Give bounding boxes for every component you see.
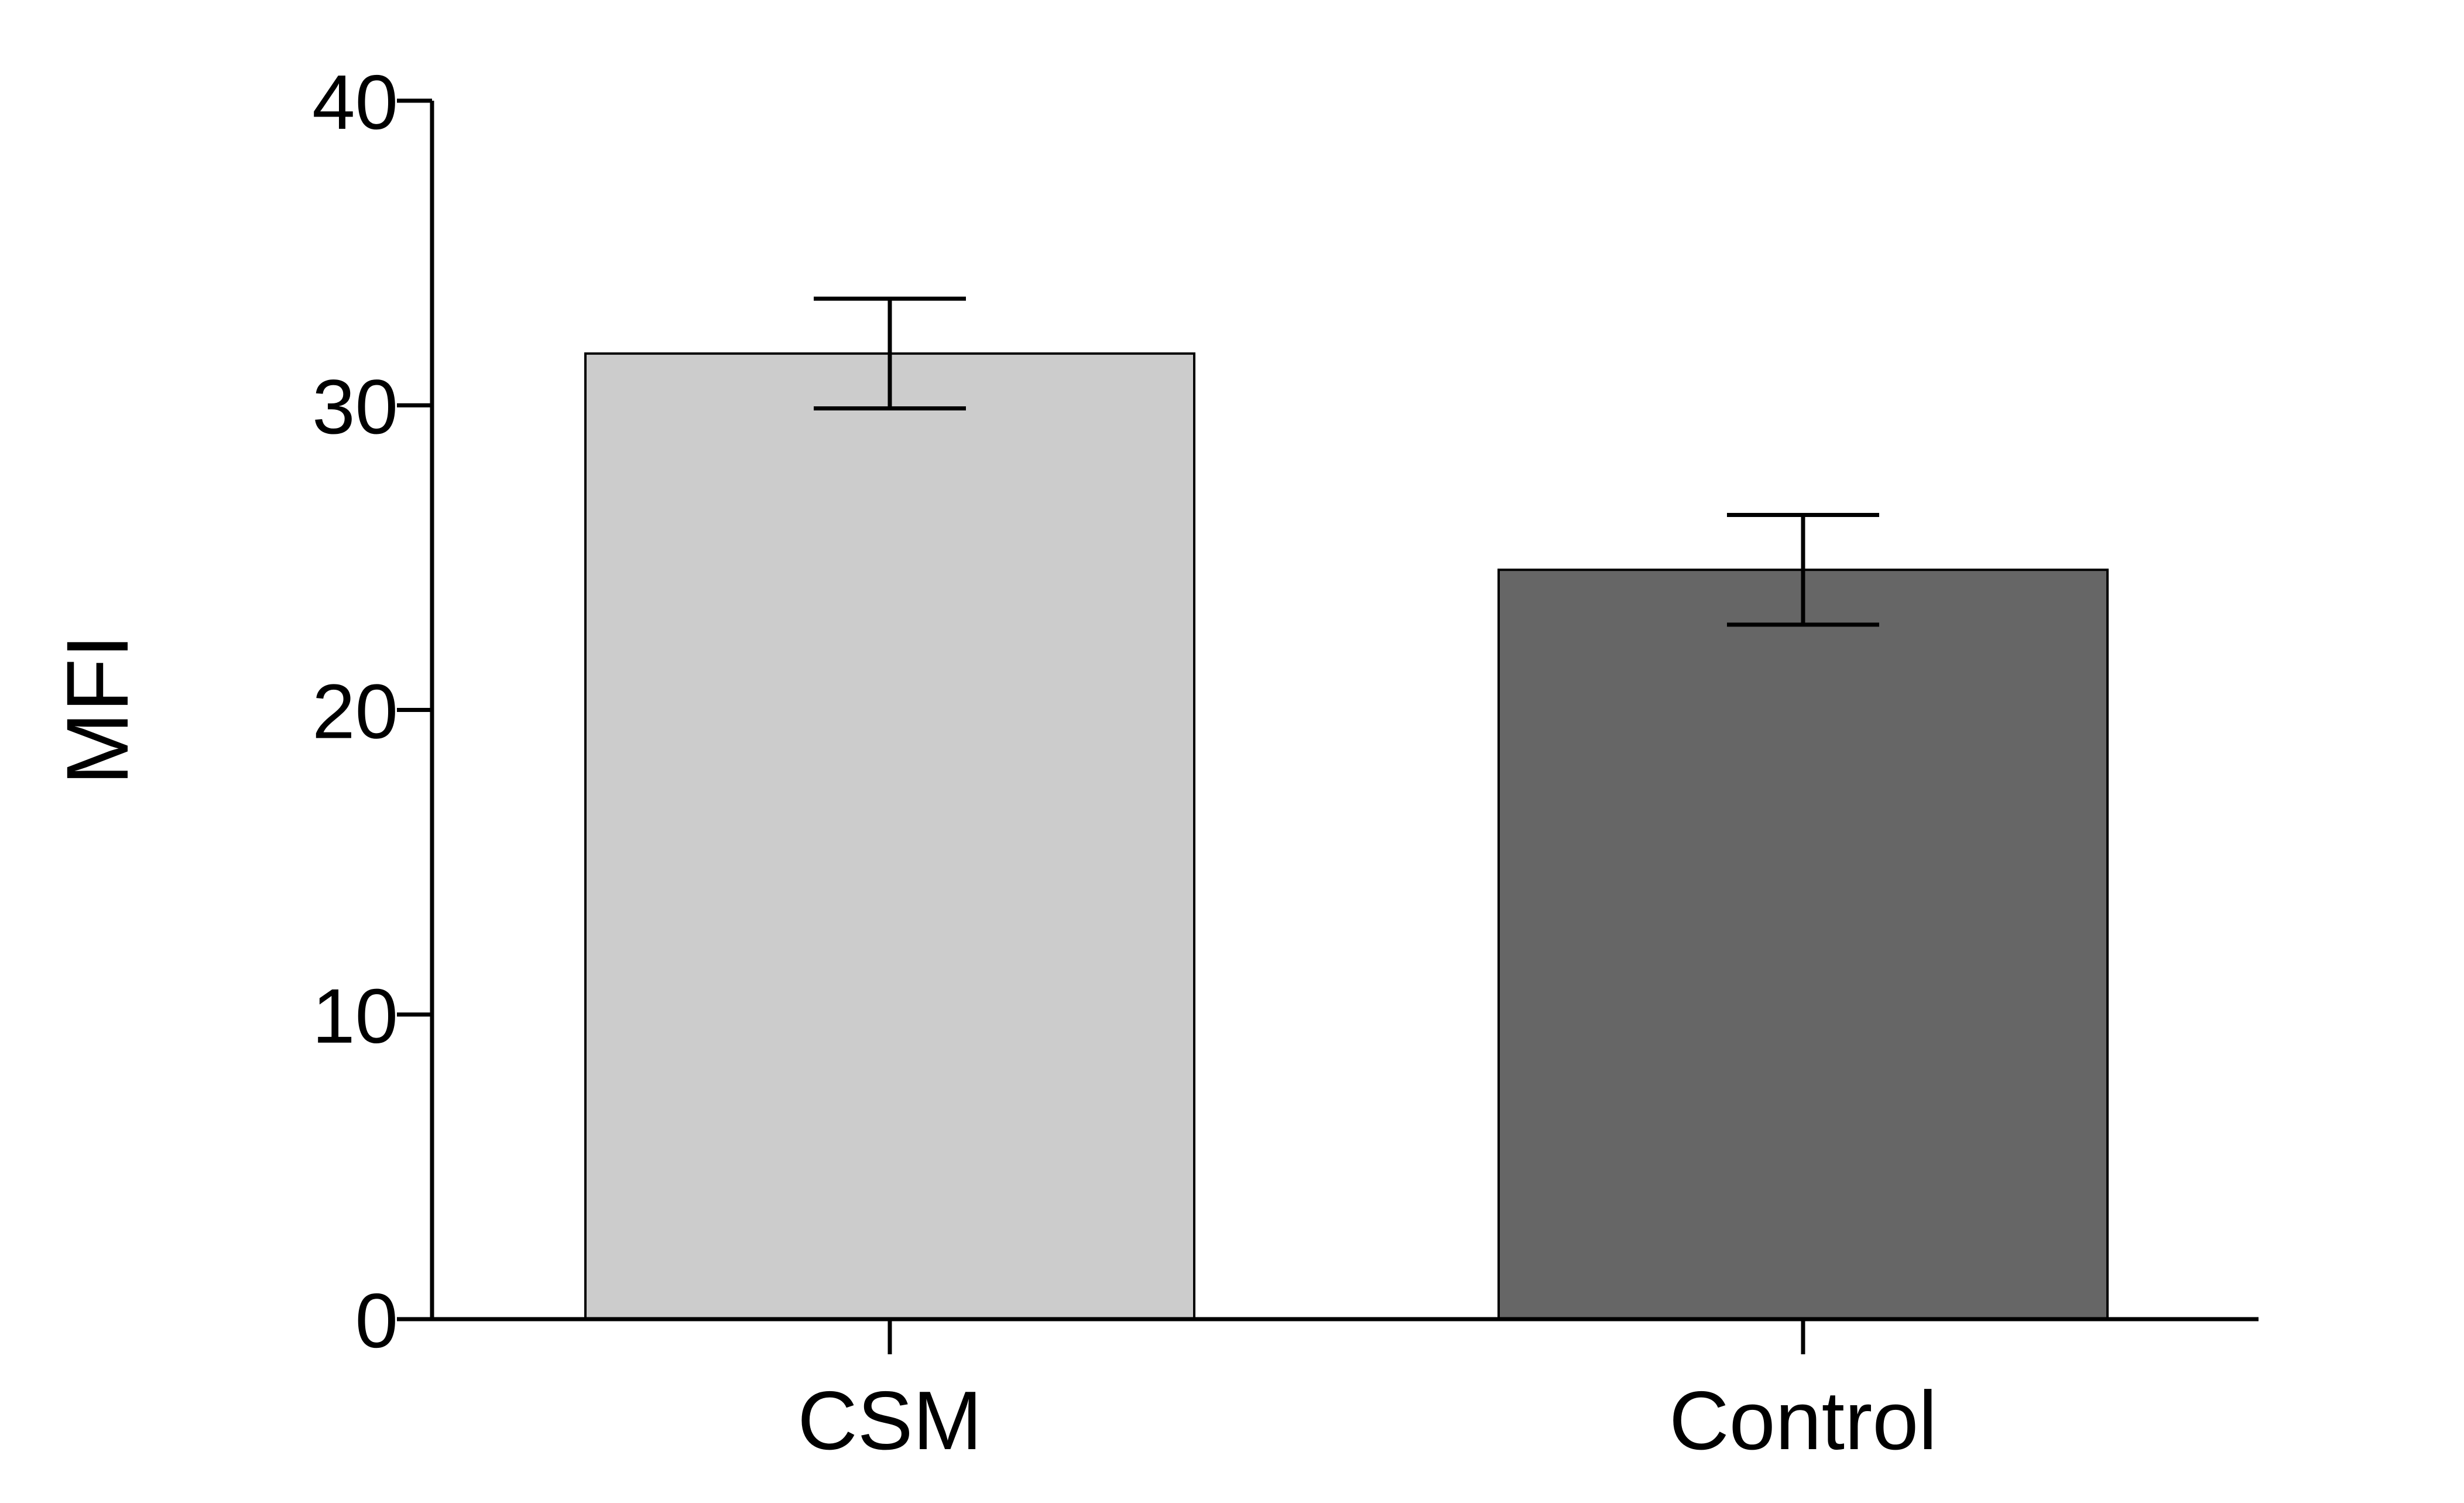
error-bar-control [1727, 513, 1879, 627]
y-tick-label: 20 [312, 669, 398, 755]
x-tick-label: CSM [797, 1374, 982, 1467]
error-bar-csm [814, 296, 966, 410]
y-tick-label: 0 [355, 1278, 398, 1364]
y-tick-label: 30 [312, 364, 398, 450]
plot-area [584, 296, 2109, 1320]
y-tick-label: 10 [312, 973, 398, 1059]
x-tick-label: Control [1669, 1374, 1937, 1467]
bar-csm [584, 352, 1195, 1320]
x-axis-ticks: CSM Control [797, 1319, 1937, 1467]
y-axis-ticks: 0 10 20 30 40 [312, 59, 432, 1364]
bar-control [1497, 569, 2109, 1320]
y-axis-title: MFI [48, 634, 146, 785]
y-tick-label: 40 [312, 59, 398, 145]
